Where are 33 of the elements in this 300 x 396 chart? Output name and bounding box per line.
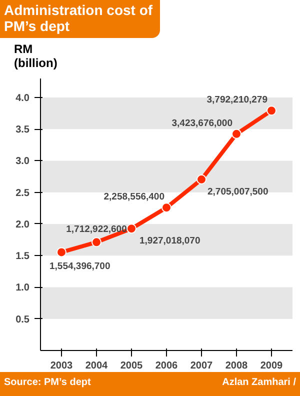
annotation: 2,258,556,400	[104, 192, 165, 203]
y-tick-label: 0.5	[16, 314, 30, 326]
point	[162, 202, 172, 213]
annotation: 3,792,210,279	[206, 94, 268, 106]
annotation: 1,712,922,600	[66, 224, 127, 236]
annotation: 1,927,018,070	[140, 236, 200, 247]
x-tick-label: 2009	[260, 360, 284, 372]
source-note: Source: PM’s dept	[4, 376, 91, 390]
y-axis-title: RM (billion)	[14, 42, 58, 70]
point	[56, 247, 66, 258]
annotation: 2,705,007,500	[208, 186, 268, 198]
point	[92, 237, 102, 248]
point	[266, 106, 276, 116]
x-tick-label: 2008	[225, 360, 248, 372]
y-tick-label: 2.5	[16, 188, 30, 199]
x-tick-label: 2005	[120, 360, 144, 372]
annotation: 3,423,676,000	[172, 118, 233, 129]
chart-title: Administration cost of PM’s dept	[4, 2, 154, 34]
y-tick-label: 1.5	[16, 251, 30, 262]
point	[126, 224, 136, 234]
text: Azlan Zamhari /	[222, 376, 296, 390]
y-tick-label: 2.0	[16, 219, 30, 230]
point	[232, 128, 242, 139]
y-tick-label: 3.5	[16, 124, 30, 136]
annotation: 1,554,396,700	[50, 261, 110, 272]
x-tick-label: 2007	[190, 360, 214, 372]
y-tick-label: 4.0	[16, 92, 30, 104]
x-tick-label: 2003	[50, 360, 74, 372]
y-tick-label: 1.0	[16, 282, 30, 294]
x-tick-label: 2004	[85, 360, 108, 372]
y-tick-label: 3.0	[16, 156, 30, 168]
point	[196, 174, 206, 184]
x-tick-label: 2006	[155, 360, 178, 372]
